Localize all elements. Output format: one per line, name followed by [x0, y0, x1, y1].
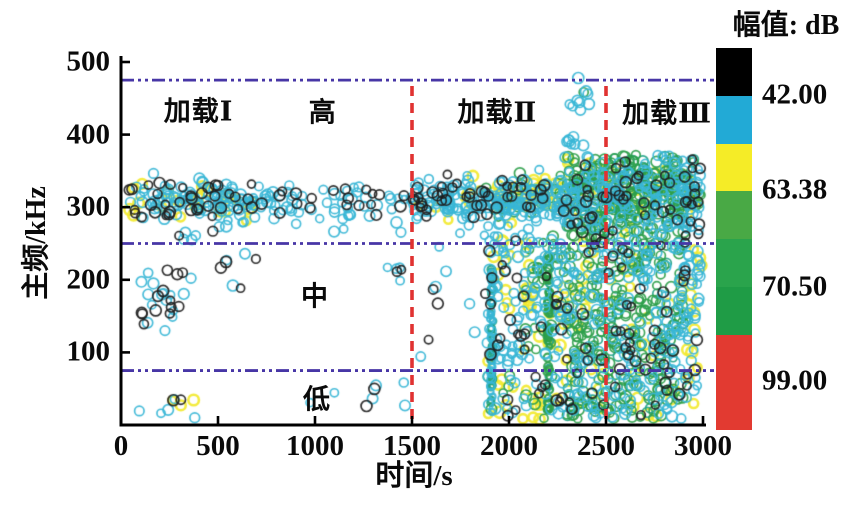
annotation-zone-middle: 中 — [301, 281, 329, 312]
y-tick-label: 300 — [66, 190, 111, 223]
x-tick-label: 2500 — [577, 430, 635, 462]
colorbar-segment — [716, 334, 752, 430]
x-tick-label: 3000 — [674, 430, 732, 462]
x-tick-label: 2000 — [480, 430, 538, 462]
y-tick-label: 500 — [66, 45, 111, 78]
y-tick-label: 400 — [66, 118, 111, 151]
colorbar-segment — [716, 191, 752, 239]
colorbar-value-label: 42.00 — [762, 78, 828, 111]
colorbar-value-label: 99.00 — [762, 364, 828, 397]
annotation-zone-low: 低 — [302, 384, 331, 415]
colorbar-segment — [716, 48, 752, 96]
annotation-loading-phase-2: 加载Ⅱ — [457, 97, 538, 128]
annotation-loading-phase-3: 加载Ⅲ — [622, 98, 713, 129]
annotation-zone-high: 高 — [308, 97, 337, 128]
colorbar-segment — [716, 286, 752, 335]
colorbar-segment — [716, 143, 752, 192]
colorbar-title: 幅值: dB — [732, 10, 840, 41]
y-tick-label: 200 — [66, 263, 111, 296]
x-tick-label: 1500 — [383, 430, 441, 462]
annotation-loading-phase-1: 加载Ⅰ — [163, 96, 234, 127]
colorbar-value-label: 70.50 — [762, 270, 828, 303]
x-tick-label: 500 — [196, 430, 240, 462]
x-tick-label: 0 — [113, 430, 129, 462]
colorbar — [716, 48, 752, 430]
y-tick-label: 100 — [66, 335, 111, 368]
colorbar-segment — [716, 239, 752, 287]
colorbar-segment — [716, 95, 752, 144]
x-axis-title: 时间/s — [375, 460, 453, 492]
colorbar-value-label: 63.38 — [762, 173, 828, 206]
x-tick-label: 1000 — [286, 430, 344, 462]
